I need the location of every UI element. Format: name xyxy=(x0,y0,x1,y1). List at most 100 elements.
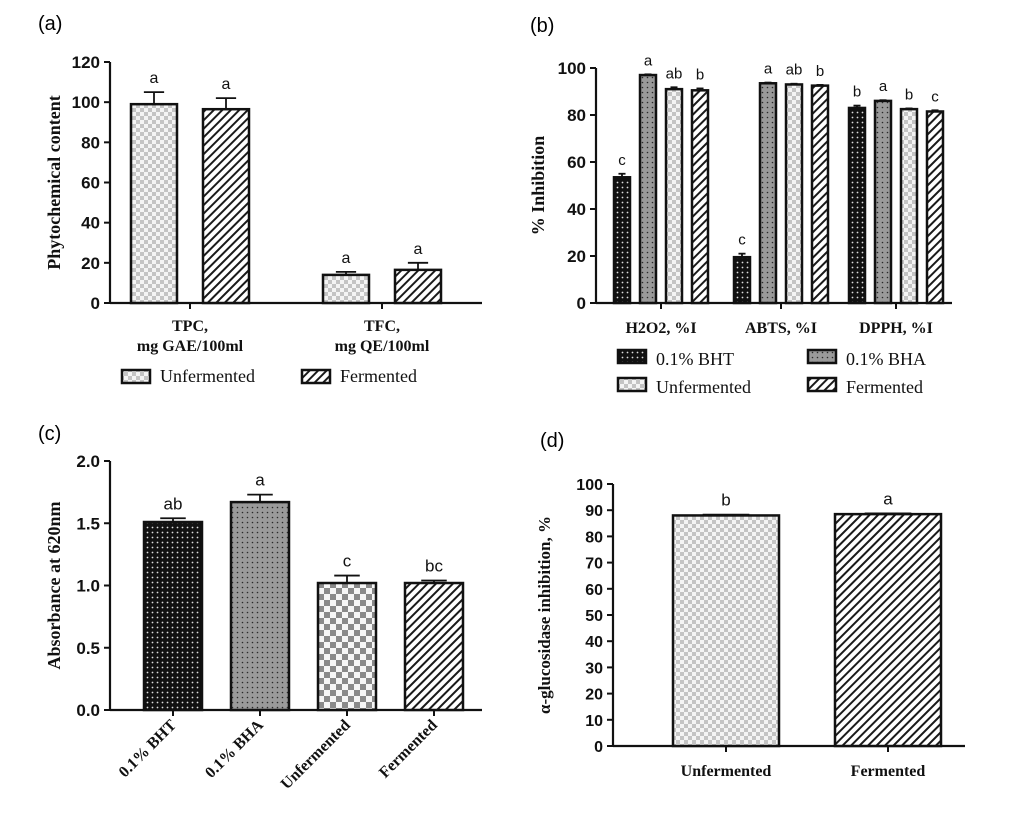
legend-label: 0.1% BHT xyxy=(656,349,734,369)
x-tick-label: DPPH, %I xyxy=(859,320,933,337)
legend-label: Fermented xyxy=(340,366,417,386)
panel-b-label: (b) xyxy=(530,15,554,37)
y-tick-label: 20 xyxy=(567,247,586,266)
legend-swatch xyxy=(806,348,838,365)
y-tick-label: 20 xyxy=(585,687,603,704)
significance-letter: a xyxy=(764,61,773,78)
legend-label: 0.1% BHA xyxy=(846,349,926,369)
y-tick-label: 60 xyxy=(567,153,586,172)
significance-letter: b xyxy=(816,63,824,80)
significance-letter: c xyxy=(738,232,746,249)
x-tick-label: Unfermented xyxy=(681,763,772,780)
y-axis-label: Absorbance at 620nm xyxy=(44,501,64,669)
panel-c-label: (c) xyxy=(38,423,61,445)
x-tick-label: 0.1% BHT xyxy=(116,717,180,781)
x-tick-label: TFC, xyxy=(364,318,400,335)
bar xyxy=(732,255,752,305)
significance-letter: b xyxy=(853,84,861,101)
significance-letter: a xyxy=(414,241,423,258)
y-tick-label: 50 xyxy=(585,608,603,625)
legend-label: Unfermented xyxy=(160,366,255,386)
legend-swatch xyxy=(616,376,648,393)
legend-label: Fermented xyxy=(846,377,923,397)
bar xyxy=(810,84,830,305)
bar xyxy=(229,500,291,712)
chart-c: 0.0 0.5 1.0 1.5 2.0 Absorbance at 620nm ab 0.1%… xyxy=(44,452,482,793)
bar xyxy=(925,110,945,305)
y-tick-label: 2.0 xyxy=(76,452,100,471)
bar xyxy=(129,102,179,305)
significance-letter: b xyxy=(696,66,704,83)
bar xyxy=(847,106,867,305)
significance-letter: b xyxy=(721,491,730,510)
bar xyxy=(403,581,465,712)
chart-d: 0 10 20 30 40 50 60 70 80 90 100 α-glucosidase inhi… xyxy=(535,477,965,780)
significance-letter: c xyxy=(343,552,352,571)
y-tick-label: 100 xyxy=(576,477,603,494)
y-tick-label: 30 xyxy=(585,660,603,677)
y-axis-label: % Inhibition xyxy=(528,136,548,236)
y-axis-label: Phytochemical content xyxy=(44,95,64,269)
significance-letter: c xyxy=(618,152,626,169)
bar xyxy=(671,514,781,748)
significance-letter: a xyxy=(879,78,888,95)
bar xyxy=(833,512,943,748)
x-tick-label: ABTS, %I xyxy=(745,320,817,337)
y-tick-label: 40 xyxy=(81,214,100,233)
significance-letter: c xyxy=(931,88,939,105)
y-tick-label: 100 xyxy=(72,93,100,112)
legend-swatch xyxy=(300,368,332,385)
y-tick-label: 40 xyxy=(585,634,603,651)
significance-letter: a xyxy=(644,52,653,69)
significance-letter: a xyxy=(222,76,231,93)
significance-letter: a xyxy=(255,471,265,490)
y-tick-label: 80 xyxy=(567,106,586,125)
legend-swatch xyxy=(806,376,838,393)
bar xyxy=(638,73,658,305)
y-tick-label: 120 xyxy=(72,53,100,72)
x-tick-label: H2O2, %I xyxy=(625,320,696,337)
significance-letter: a xyxy=(342,250,351,267)
significance-letter: b xyxy=(905,86,913,103)
y-tick-label: 60 xyxy=(585,582,603,599)
y-tick-label: 90 xyxy=(585,503,603,520)
y-tick-label: 0.5 xyxy=(76,639,100,658)
significance-letter: ab xyxy=(666,65,683,82)
y-tick-label: 1.5 xyxy=(76,514,100,533)
y-tick-label: 0.0 xyxy=(76,701,100,720)
x-tick-label: 0.1% BHA xyxy=(202,716,267,781)
y-tick-label: 100 xyxy=(558,59,586,78)
significance-letter: ab xyxy=(786,62,803,79)
x-tick-label: TPC, xyxy=(172,318,208,335)
y-axis-label: α-glucosidase inhibition, % xyxy=(535,516,554,714)
y-tick-label: 80 xyxy=(81,133,100,152)
legend-label: Unfermented xyxy=(656,377,751,397)
legend-swatch xyxy=(120,368,152,385)
bar xyxy=(873,99,893,305)
bar xyxy=(316,581,378,712)
y-tick-label: 0 xyxy=(91,294,100,313)
y-tick-label: 1.0 xyxy=(76,577,100,596)
bar xyxy=(899,107,919,305)
x-tick-label: mg GAE/100ml xyxy=(137,338,244,355)
x-tick-label: mg QE/100ml xyxy=(335,338,430,355)
y-tick-label: 40 xyxy=(567,200,586,219)
y-tick-label: 10 xyxy=(585,713,603,730)
significance-letter: a xyxy=(150,70,159,87)
bar xyxy=(321,273,371,305)
bar xyxy=(758,82,778,305)
panel-a-label: (a) xyxy=(38,13,62,35)
y-tick-label: 0 xyxy=(594,739,603,756)
legend-swatch xyxy=(616,348,648,365)
y-tick-label: 0 xyxy=(577,294,586,313)
bar xyxy=(690,89,710,305)
y-tick-label: 20 xyxy=(81,254,100,273)
x-tick-label: Fermented xyxy=(376,717,441,782)
significance-letter: ab xyxy=(164,494,183,513)
x-tick-label: Unfermented xyxy=(278,717,354,793)
bar xyxy=(393,268,443,305)
significance-letter: bc xyxy=(425,557,443,576)
y-tick-label: 80 xyxy=(585,529,603,546)
